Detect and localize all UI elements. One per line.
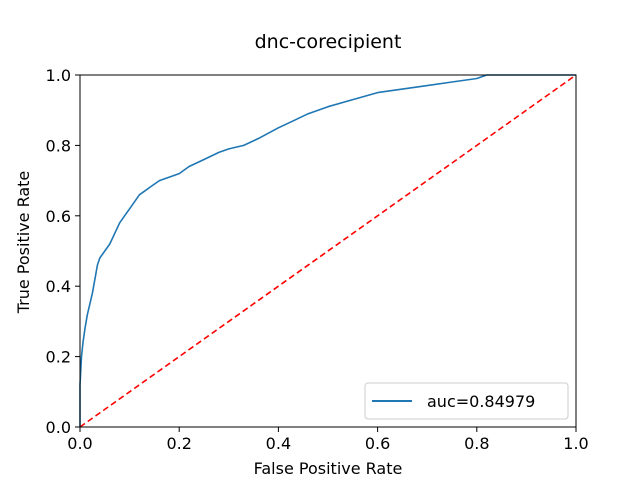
x-tick-label: 0.6 — [365, 434, 390, 453]
y-tick-label: 1.0 — [46, 66, 71, 85]
axes-frame — [79, 74, 577, 428]
roc-curve-line-0 — [79, 74, 576, 427]
y-tick-label: 0.6 — [46, 207, 71, 226]
y-tick-label: 0.0 — [46, 418, 71, 437]
legend-box — [364, 382, 569, 420]
legend-entry-label: auc=0.84979 — [427, 392, 535, 411]
x-tick-label: 1.0 — [563, 434, 588, 453]
x-tick-label: 0.8 — [464, 434, 489, 453]
x-axis-label: False Positive Rate — [254, 459, 403, 478]
y-tick-label: 0.8 — [46, 136, 71, 155]
legend: auc=0.84979 — [364, 382, 569, 420]
x-tick-label: 0.4 — [266, 434, 291, 453]
x-tick-label: 0.2 — [166, 434, 191, 453]
plot-area — [79, 74, 577, 428]
x-tick-label: 0.0 — [67, 434, 92, 453]
y-axis-ticks: 0.0 0.2 0.4 0.6 0.8 1.0 — [46, 66, 80, 437]
chance-diagonal-line — [79, 74, 577, 428]
y-axis-label: True Positive Rate — [14, 171, 33, 315]
y-tick-label: 0.2 — [46, 348, 71, 367]
chart-title: dnc-corecipient — [255, 31, 402, 53]
y-tick-label: 0.4 — [46, 277, 71, 296]
x-axis-ticks: 0.0 0.2 0.4 0.6 0.8 1.0 — [67, 427, 589, 453]
